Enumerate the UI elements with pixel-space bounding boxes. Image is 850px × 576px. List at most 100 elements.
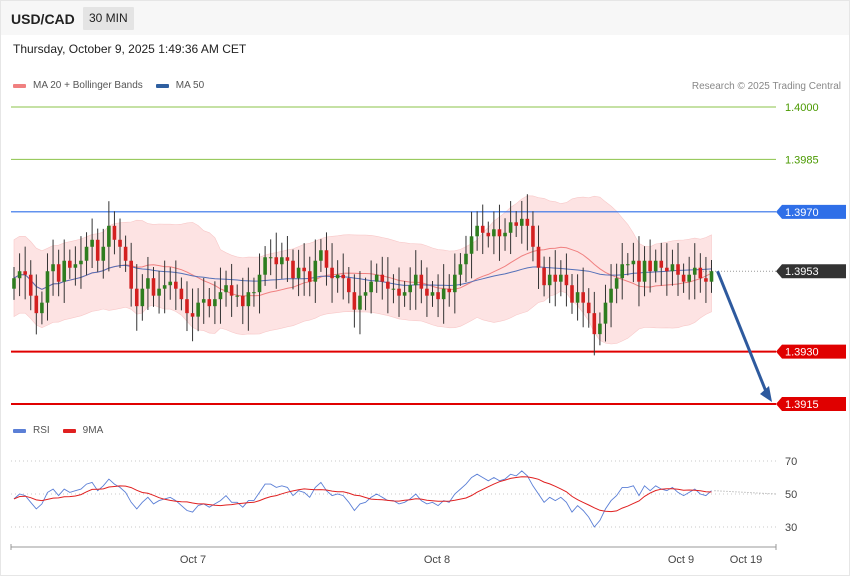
level-label: 1.4000 xyxy=(785,102,819,114)
candle xyxy=(62,239,67,303)
legend-ma50: MA 50 xyxy=(155,80,205,91)
candle xyxy=(174,260,178,310)
level-tag xyxy=(776,264,846,279)
candle-body xyxy=(296,267,301,279)
candle-body xyxy=(525,218,530,226)
candle xyxy=(514,211,518,237)
candle-body xyxy=(692,267,697,275)
candle-body xyxy=(56,264,61,282)
candle-body xyxy=(391,288,396,290)
candle-body xyxy=(34,295,39,314)
legend-rsi-9ma: 9MA xyxy=(62,425,103,436)
level-last-1.3953: 1.3953 xyxy=(700,264,846,279)
candle-body xyxy=(179,288,184,300)
candle-body xyxy=(436,292,440,300)
level-target-1.3985: 1.3985 xyxy=(11,154,819,166)
candle xyxy=(17,253,22,297)
legend-ma20-bollinger: MA 20 + Bollinger Bands xyxy=(13,80,143,91)
candle xyxy=(280,242,284,279)
candle xyxy=(397,267,401,317)
candle xyxy=(542,256,546,297)
time-axis: Oct 7 Oct 8 Oct 9 Oct 19 xyxy=(10,544,777,566)
candle xyxy=(229,263,234,317)
candle xyxy=(581,267,585,328)
candle-body xyxy=(447,288,452,293)
candle xyxy=(503,218,507,251)
rsi-projection xyxy=(714,490,777,495)
candle xyxy=(653,249,658,283)
timeframe-badge[interactable]: 30 MIN xyxy=(83,7,134,30)
candle-body xyxy=(274,257,279,265)
candle xyxy=(441,264,446,324)
candle xyxy=(586,288,591,328)
candle-body xyxy=(430,292,435,296)
forecast-arrow-shaft xyxy=(716,270,769,395)
candle-body xyxy=(536,246,541,268)
candle-body xyxy=(313,260,318,282)
candle-body xyxy=(23,271,27,275)
candle-body xyxy=(453,274,457,293)
candle-body xyxy=(118,239,122,247)
candle xyxy=(380,256,385,300)
level-tag xyxy=(776,204,846,219)
candle xyxy=(598,312,602,346)
candle xyxy=(425,267,429,317)
candle xyxy=(118,218,122,269)
candle-body xyxy=(547,274,552,286)
candle xyxy=(592,291,597,356)
candle xyxy=(291,249,295,290)
candle-body xyxy=(218,292,223,300)
candle-body xyxy=(90,239,94,247)
rsi-line xyxy=(13,470,712,528)
candle-body xyxy=(425,288,429,296)
level-label: 1.3953 xyxy=(785,266,819,278)
candle xyxy=(620,242,625,300)
candle xyxy=(492,211,496,255)
candle-body xyxy=(112,225,117,240)
candle-body xyxy=(469,236,474,254)
candle-body xyxy=(240,295,245,307)
candle-body xyxy=(263,257,267,275)
candle xyxy=(123,235,128,272)
candle-body xyxy=(598,323,602,335)
candle xyxy=(12,267,16,300)
candle-body xyxy=(564,274,569,286)
forecast-arrow-head xyxy=(760,386,772,402)
legend-label: MA 50 xyxy=(175,80,205,91)
candle xyxy=(56,249,61,297)
candle-body xyxy=(291,260,295,279)
level-resistance-1.3970: 1.3970 xyxy=(11,204,846,219)
candle-body xyxy=(586,302,591,314)
candle xyxy=(90,218,94,269)
candle-body xyxy=(207,299,212,307)
candle xyxy=(196,288,200,332)
candle-body xyxy=(79,260,83,265)
candle xyxy=(475,211,479,251)
candle xyxy=(430,281,435,307)
candle xyxy=(335,260,340,293)
rsi-9ma-line xyxy=(13,476,712,513)
candle-body xyxy=(101,246,106,261)
candle-body xyxy=(257,274,262,293)
chart-datetime: Thursday, October 9, 2025 1:49:36 AM CET xyxy=(13,42,247,56)
candle-body xyxy=(73,264,78,268)
candle xyxy=(45,253,50,321)
candle-body xyxy=(157,288,161,296)
candle-body xyxy=(631,260,636,265)
candle xyxy=(469,211,474,279)
candle xyxy=(224,270,228,307)
candle-body xyxy=(519,218,524,226)
level-support-1.3915: 1.3915 xyxy=(11,397,846,411)
candle-body xyxy=(626,264,630,266)
candle xyxy=(68,249,72,279)
candle xyxy=(190,288,195,342)
candle-body xyxy=(637,260,641,282)
candle xyxy=(129,242,133,307)
candle-body xyxy=(185,299,189,314)
candle-body xyxy=(665,267,669,272)
candle xyxy=(497,204,502,261)
candle xyxy=(637,236,641,307)
candle-body xyxy=(402,292,407,296)
candle-body xyxy=(168,281,173,286)
candle-body xyxy=(397,288,401,296)
